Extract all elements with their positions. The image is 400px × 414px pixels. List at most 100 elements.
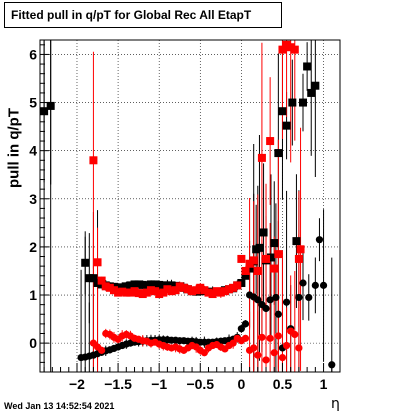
x-tick-label: 0.5 — [273, 376, 293, 392]
data-point-square — [167, 287, 176, 296]
data-point-square — [270, 264, 279, 273]
data-point-square — [151, 280, 160, 289]
x-tick-label: −2 — [69, 376, 85, 392]
data-point-square — [105, 283, 114, 292]
data-point-circle — [305, 293, 313, 302]
data-point-square — [286, 43, 295, 52]
data-point-circle — [254, 296, 262, 304]
data-point-circle — [229, 339, 237, 347]
data-point-circle — [250, 344, 258, 352]
data-point-circle — [262, 356, 270, 364]
y-tick-label: 1 — [29, 287, 37, 303]
data-point-square — [220, 287, 229, 296]
data-point-square — [179, 283, 188, 292]
data-point-circle — [266, 334, 274, 342]
data-point-square — [311, 81, 320, 90]
timestamp: Wed Jan 13 14:52:54 2021 — [4, 401, 115, 411]
data-point-square — [138, 280, 147, 289]
data-point-square — [196, 283, 205, 292]
data-point-square — [118, 287, 127, 296]
data-point-square — [114, 288, 123, 297]
data-point-square — [249, 256, 258, 265]
data-point-square — [188, 287, 197, 296]
data-point-square — [278, 107, 287, 116]
data-point-circle — [262, 304, 270, 313]
data-point-square — [114, 283, 123, 292]
data-point-square — [290, 45, 299, 54]
data-point-square — [122, 288, 131, 297]
data-point-square — [146, 280, 155, 289]
data-point-square — [278, 45, 287, 54]
data-point-square — [241, 271, 250, 280]
x-tick-label: −1 — [151, 376, 167, 392]
data-point-circle — [237, 325, 245, 333]
error-bars — [41, 40, 335, 372]
data-point-square — [151, 287, 160, 296]
data-point-square — [171, 281, 180, 290]
y-tick-label: 5 — [29, 95, 37, 111]
data-point-square — [183, 285, 192, 294]
data-point-square — [225, 285, 234, 294]
x-axis-label: η — [331, 396, 340, 412]
axes: −2 −1.5 −1 −0.5 0 0.5 1 0 1 2 3 4 5 6 — [29, 44, 341, 392]
data-point-circle — [272, 293, 280, 302]
data-point-square — [167, 281, 176, 290]
data-point-circle — [200, 349, 208, 357]
data-point-square — [266, 137, 275, 146]
x-tick-label: −1.5 — [104, 376, 132, 392]
data-point-circle — [254, 351, 262, 359]
data-point-square — [208, 290, 217, 299]
data-point-square — [126, 281, 135, 290]
data-point-square — [303, 62, 312, 71]
data-point-square — [245, 264, 254, 273]
data-point-square — [175, 282, 184, 291]
data-point-square — [130, 280, 139, 289]
data-point-square — [159, 288, 168, 297]
data-point-square — [270, 239, 279, 248]
data-point-square — [81, 258, 90, 267]
data-point-square — [229, 283, 238, 292]
data-point-square — [192, 286, 201, 295]
data-points — [40, 40, 336, 369]
data-point-square — [296, 245, 305, 254]
data-point-square — [262, 254, 271, 263]
data-point-square — [282, 121, 291, 130]
data-point-square — [142, 288, 151, 297]
data-point-square — [126, 288, 135, 297]
data-point-circle — [241, 320, 250, 328]
data-point-circle — [291, 330, 299, 339]
data-point-square — [155, 290, 164, 299]
y-tick-label: 6 — [29, 46, 37, 62]
data-point-square — [155, 280, 164, 289]
data-point-square — [159, 281, 168, 290]
data-point-circle — [315, 236, 324, 244]
data-point-square — [255, 243, 264, 252]
data-point-square — [118, 283, 127, 292]
data-point-circle — [241, 334, 250, 342]
chart-title: Fitted pull in q/pT for Global Rec All E… — [4, 2, 282, 28]
data-point-square — [212, 287, 221, 296]
data-point-square — [288, 98, 297, 107]
data-point-circle — [295, 344, 303, 352]
data-point-square — [163, 285, 172, 294]
data-point-circle — [258, 333, 266, 341]
data-point-square — [93, 258, 102, 267]
data-point-square — [307, 88, 316, 97]
data-point-square — [266, 253, 275, 262]
data-point-square — [134, 280, 143, 289]
data-point-square — [130, 287, 139, 296]
data-point-circle — [328, 361, 336, 369]
data-point-square — [274, 149, 283, 158]
data-point-circle — [319, 281, 328, 289]
data-point-square — [241, 266, 250, 275]
data-point-circle — [295, 293, 303, 302]
data-point-square — [274, 250, 283, 259]
data-point-square — [142, 281, 151, 290]
plot-frame — [39, 39, 341, 373]
data-point-square — [282, 40, 291, 49]
y-tick-label: 4 — [29, 143, 37, 159]
x-tick-label: 0 — [237, 376, 245, 392]
data-point-square — [200, 286, 209, 295]
data-point-square — [294, 254, 303, 263]
